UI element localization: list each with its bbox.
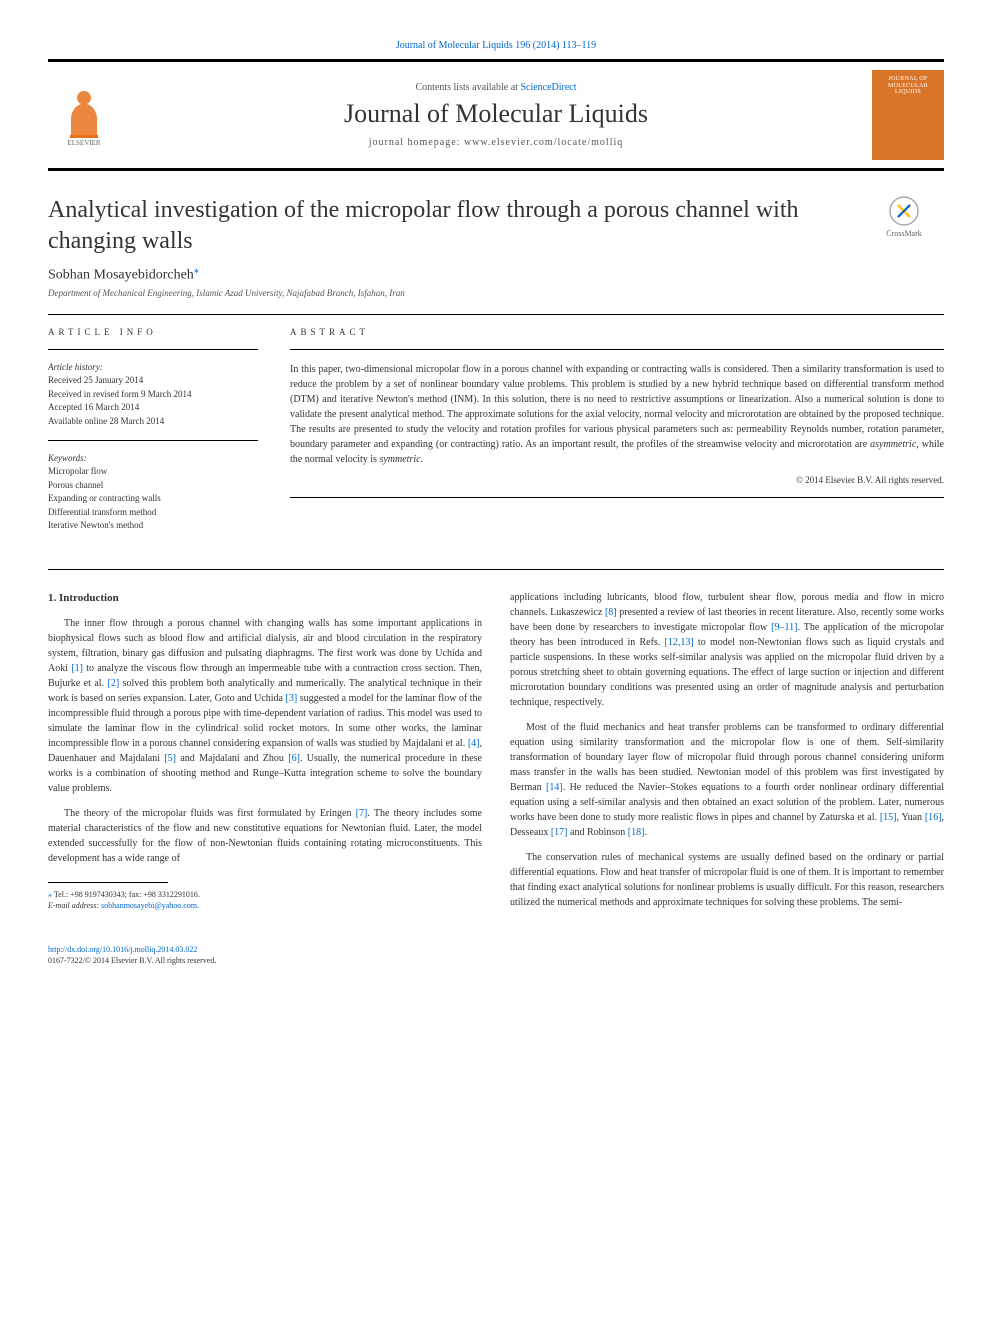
history-line: Received in revised form 9 March 2014 xyxy=(48,388,258,402)
journal-cover-thumbnail: JOURNAL OF MOLECULAR LIQUIDS xyxy=(872,70,944,160)
keywords-title: Keywords: xyxy=(48,453,258,463)
keyword: Iterative Newton's method xyxy=(48,519,258,533)
abstract-divider-2 xyxy=(290,497,944,498)
journal-name: Journal of Molecular Liquids xyxy=(136,99,856,129)
history-line: Accepted 16 March 2014 xyxy=(48,401,258,415)
info-abstract-row: ARTICLE INFO Article history: Received 2… xyxy=(48,327,944,545)
journal-header: ELSEVIER Contents lists available at Sci… xyxy=(48,59,944,171)
cover-line-1: JOURNAL OF xyxy=(888,76,927,83)
cover-line-3: LIQUIDS xyxy=(895,89,921,96)
article-info-heading: ARTICLE INFO xyxy=(48,327,258,337)
doi-link[interactable]: http://dx.doi.org/10.1016/j.molliq.2014.… xyxy=(48,944,944,955)
abstract-column: ABSTRACT In this paper, two-dimensional … xyxy=(290,327,944,545)
contents-prefix: Contents lists available at xyxy=(415,82,520,93)
body-paragraph: applications including lubricants, blood… xyxy=(510,590,944,710)
keyword: Porous channel xyxy=(48,479,258,493)
author-affiliation: Department of Mechanical Engineering, Is… xyxy=(48,288,944,298)
article-info-column: ARTICLE INFO Article history: Received 2… xyxy=(48,327,258,545)
svg-text:ELSEVIER: ELSEVIER xyxy=(67,139,100,147)
contents-line: Contents lists available at ScienceDirec… xyxy=(136,82,856,93)
divider-top xyxy=(48,314,944,315)
keyword: Differential transform method xyxy=(48,506,258,520)
body-paragraph: The theory of the micropolar fluids was … xyxy=(48,806,482,866)
footnote-tel: Tel.: +98 9197430343; fax: +98 331229101… xyxy=(54,890,200,899)
abstract-heading: ABSTRACT xyxy=(290,327,944,337)
keyword: Micropolar flow xyxy=(48,465,258,479)
footnote-divider xyxy=(48,882,168,883)
page-footer: http://dx.doi.org/10.1016/j.molliq.2014.… xyxy=(48,944,944,966)
body-paragraph: The conservation rules of mechanical sys… xyxy=(510,850,944,910)
body-paragraph: Most of the fluid mechanics and heat tra… xyxy=(510,720,944,840)
crossmark-badge[interactable]: CrossMark xyxy=(864,195,944,238)
elsevier-logo: ELSEVIER xyxy=(48,79,120,151)
crossmark-label: CrossMark xyxy=(864,229,944,238)
corresponding-footnote: ⁎ Tel.: +98 9197430343; fax: +98 3312291… xyxy=(48,889,482,911)
keywords-section: Keywords: Micropolar flow Porous channel… xyxy=(48,453,258,533)
info-divider-1 xyxy=(48,349,258,350)
article-history: Article history: Received 25 January 201… xyxy=(48,362,258,428)
abstract-copyright: © 2014 Elsevier B.V. All rights reserved… xyxy=(290,475,944,485)
footnote-email[interactable]: sobhanmosayebi@yahoo.com xyxy=(101,901,197,910)
footnote-period: . xyxy=(197,901,199,910)
header-citation-link[interactable]: Journal of Molecular Liquids 196 (2014) … xyxy=(48,40,944,51)
footnote-email-label: E-mail address: xyxy=(48,901,101,910)
keyword: Expanding or contracting walls xyxy=(48,492,258,506)
history-line: Received 25 January 2014 xyxy=(48,374,258,388)
title-row: Analytical investigation of the micropol… xyxy=(48,195,944,257)
homepage-label: journal homepage: xyxy=(369,137,464,148)
abstract-text: In this paper, two-dimensional micropola… xyxy=(290,362,944,467)
cover-line-2: MOLECULAR xyxy=(888,83,928,90)
body-paragraph: The inner flow through a porous channel … xyxy=(48,616,482,796)
author-name: Sobhan Mosayebidorcheh⁎ xyxy=(48,265,944,284)
abstract-divider-1 xyxy=(290,349,944,350)
sciencedirect-link[interactable]: ScienceDirect xyxy=(520,82,576,93)
header-center: Contents lists available at ScienceDirec… xyxy=(120,82,872,148)
history-line: Available online 28 March 2014 xyxy=(48,415,258,429)
history-title: Article history: xyxy=(48,362,258,372)
homepage-url[interactable]: www.elsevier.com/locate/molliq xyxy=(464,137,623,148)
corresponding-author-mark: ⁎ xyxy=(194,265,199,276)
body-column-left: 1. Introduction The inner flow through a… xyxy=(48,590,482,920)
footnote-mark: ⁎ xyxy=(48,890,52,899)
article-title: Analytical investigation of the micropol… xyxy=(48,195,848,257)
body-column-right: applications including lubricants, blood… xyxy=(510,590,944,920)
section-heading-intro: 1. Introduction xyxy=(48,590,482,607)
info-divider-2 xyxy=(48,440,258,441)
journal-homepage: journal homepage: www.elsevier.com/locat… xyxy=(136,137,856,148)
author-text: Sobhan Mosayebidorcheh xyxy=(48,268,194,283)
divider-body xyxy=(48,569,944,570)
issn-copyright: 0167-7322/© 2014 Elsevier B.V. All right… xyxy=(48,955,944,966)
body-columns: 1. Introduction The inner flow through a… xyxy=(48,590,944,920)
